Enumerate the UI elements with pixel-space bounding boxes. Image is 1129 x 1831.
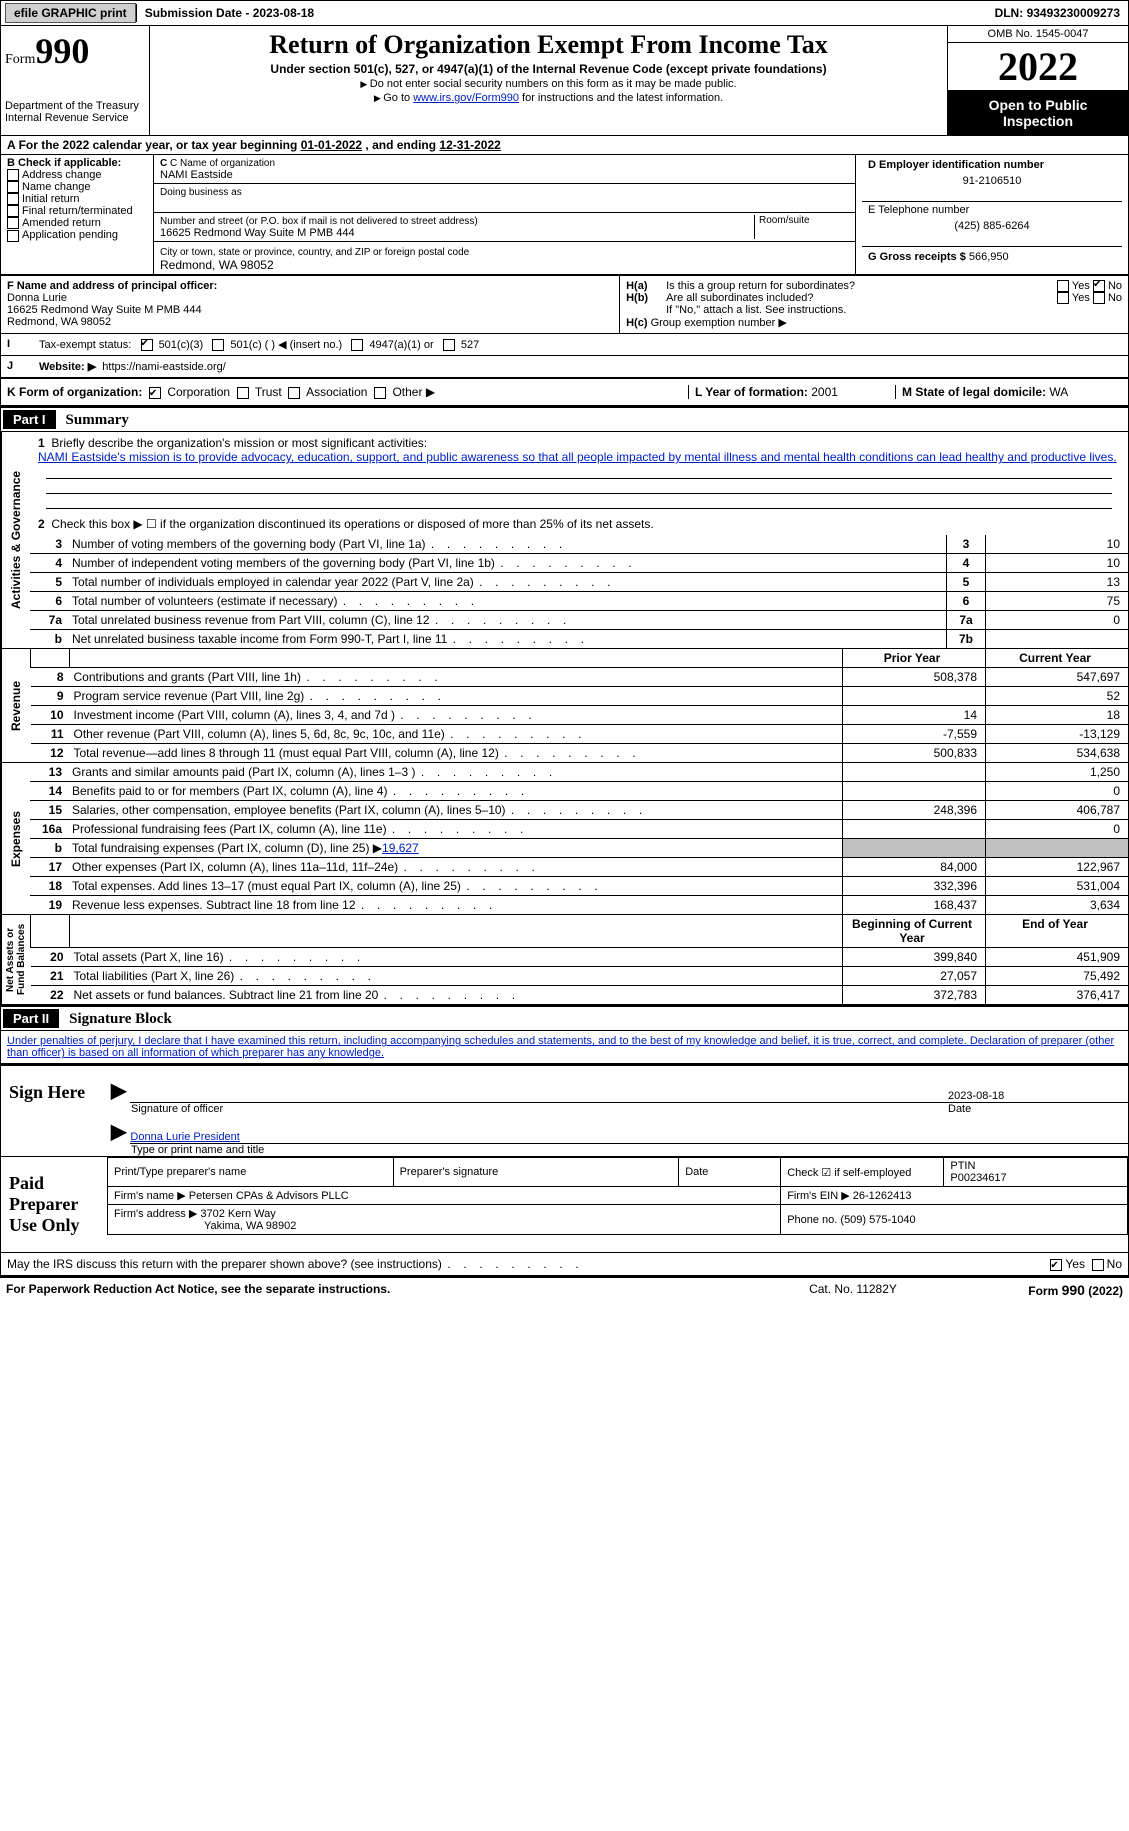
row-klm: K Form of organization: Corporation Trus… — [0, 378, 1129, 406]
sig-arrow-icon: ▶ — [107, 1078, 130, 1103]
check-name-change[interactable] — [7, 181, 19, 193]
group-return: H(a)Is this a group return for subordina… — [619, 276, 1128, 333]
page-footer: For Paperwork Reduction Act Notice, see … — [0, 1276, 1129, 1302]
check-initial-return[interactable] — [7, 193, 19, 205]
section-fh: F Name and address of principal officer:… — [0, 275, 1129, 334]
expenses-section: Expenses 13Grants and similar amounts pa… — [0, 763, 1129, 915]
principal-officer: F Name and address of principal officer:… — [1, 276, 619, 333]
hb-no[interactable] — [1093, 292, 1105, 304]
501c-check[interactable] — [212, 339, 224, 351]
ssn-note: Do not enter social security numbers on … — [154, 78, 943, 90]
expenses-table: 13Grants and similar amounts paid (Part … — [30, 763, 1128, 914]
col-c-org-info: C C Name of organizationNAMI Eastside Do… — [154, 155, 855, 274]
501c3-check[interactable] — [141, 339, 153, 351]
hb-yes[interactable] — [1057, 292, 1069, 304]
check-application-pending[interactable] — [7, 230, 19, 242]
part-i-header: Part ISummary — [0, 406, 1129, 432]
col-b-checkboxes: B Check if applicable: Address change Na… — [1, 155, 154, 274]
part-ii-header: Part IISignature Block — [0, 1005, 1129, 1031]
k-corp[interactable] — [149, 387, 161, 399]
form-title: Return of Organization Exempt From Incom… — [154, 30, 943, 60]
activities-governance-section: Activities & Governance 1 Briefly descri… — [0, 432, 1129, 649]
netassets-section: Net Assets or Fund Balances Beginning of… — [0, 915, 1129, 1005]
col-d-e-g: D Employer identification number91-21065… — [855, 155, 1128, 274]
irs-discuss-row: May the IRS discuss this return with the… — [0, 1253, 1129, 1276]
527-check[interactable] — [443, 339, 455, 351]
submission-date: Submission Date - 2023-08-18 — [136, 4, 322, 22]
netassets-table: Beginning of Current YearEnd of Year20To… — [30, 915, 1128, 1004]
governance-table: 3Number of voting members of the governi… — [30, 535, 1128, 648]
vlabel-revenue: Revenue — [1, 649, 30, 762]
sign-here-section: Sign Here ▶ 2023-08-18 Signature of offi… — [0, 1064, 1129, 1157]
ha-yes[interactable] — [1057, 280, 1069, 292]
dln: DLN: 93493230009273 — [987, 4, 1128, 22]
paid-preparer-label: Paid Preparer Use Only — [1, 1157, 107, 1252]
discuss-no[interactable] — [1092, 1259, 1104, 1271]
paid-preparer-section: Paid Preparer Use Only Print/Type prepar… — [0, 1157, 1129, 1253]
section-bcdeg: B Check if applicable: Address change Na… — [0, 155, 1129, 275]
org-address: 16625 Redmond Way Suite M PMB 444 — [160, 227, 355, 239]
dept-treasury: Department of the Treasury Internal Reve… — [5, 100, 145, 124]
form-990-footer: Form 990 (2022) — [943, 1282, 1123, 1298]
check-address-change[interactable] — [7, 169, 19, 181]
vlabel-expenses: Expenses — [1, 763, 30, 914]
irs-link[interactable]: www.irs.gov/Form990 — [413, 92, 519, 104]
org-city: Redmond, WA 98052 — [160, 258, 274, 272]
check-final-return[interactable] — [7, 205, 19, 217]
ein: 91-2106510 — [868, 175, 1116, 187]
form-subtitle: Under section 501(c), 527, or 4947(a)(1)… — [154, 62, 943, 76]
top-bar: efile GRAPHIC print Submission Date - 20… — [0, 0, 1129, 26]
goto-note: Go to www.irs.gov/Form990 for instructio… — [154, 92, 943, 104]
penalty-statement: Under penalties of perjury, I declare th… — [0, 1031, 1129, 1064]
open-public-inspection: Open to Public Inspection — [948, 91, 1128, 135]
phone: (425) 885-6264 — [868, 220, 1116, 232]
ha-no[interactable] — [1093, 280, 1105, 292]
row-i-j: I Tax-exempt status: 501(c)(3) 501(c) ( … — [0, 334, 1129, 378]
form-990-label: Form990 — [5, 30, 145, 72]
paid-preparer-table: Print/Type preparer's name Preparer's si… — [107, 1157, 1128, 1235]
website-link[interactable]: https://nami-eastside.org/ — [102, 361, 226, 373]
org-name: NAMI Eastside — [160, 169, 233, 181]
mission-text: NAMI Eastside's mission is to provide ad… — [38, 450, 1117, 464]
tax-year: 2022 — [948, 43, 1128, 91]
sign-here-label: Sign Here — [1, 1066, 107, 1156]
k-other[interactable] — [374, 387, 386, 399]
4947-check[interactable] — [351, 339, 363, 351]
mission-block: 1 Briefly describe the organization's mi… — [30, 432, 1128, 513]
k-trust[interactable] — [237, 387, 249, 399]
check-amended-return[interactable] — [7, 217, 19, 229]
vlabel-governance: Activities & Governance — [1, 432, 30, 648]
gross-receipts: 566,950 — [969, 251, 1009, 263]
discuss-yes[interactable] — [1050, 1259, 1062, 1271]
form-header: Form990 Department of the Treasury Inter… — [0, 26, 1129, 136]
q2-discontinued: 2 Check this box ▶ ☐ if the organization… — [30, 513, 1128, 535]
row-a-calendar-year: A For the 2022 calendar year, or tax yea… — [0, 136, 1129, 155]
sig-arrow2-icon: ▶ — [107, 1119, 130, 1144]
k-assoc[interactable] — [288, 387, 300, 399]
efile-print-button[interactable]: efile GRAPHIC print — [5, 3, 136, 23]
omb-number: OMB No. 1545-0047 — [948, 26, 1128, 43]
revenue-section: Revenue Prior YearCurrent Year8Contribut… — [0, 649, 1129, 763]
vlabel-netassets: Net Assets or Fund Balances — [1, 915, 30, 1004]
revenue-table: Prior YearCurrent Year8Contributions and… — [30, 649, 1128, 762]
